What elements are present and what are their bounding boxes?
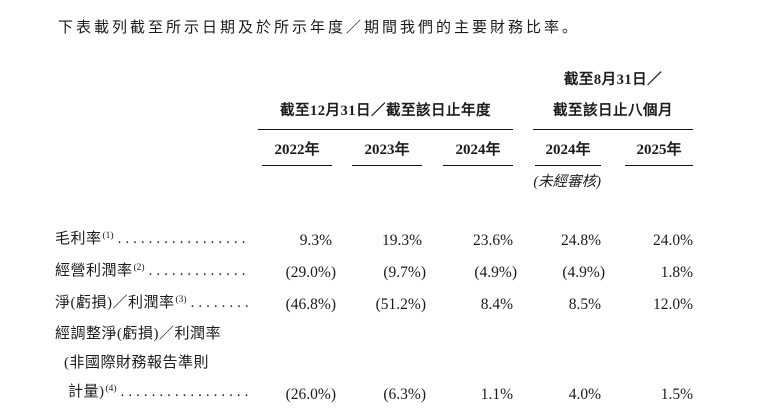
year-column-cell: 2024年 [513, 142, 601, 166]
column-group-annual: 截至12月31日／截至該日止年度 [258, 103, 513, 130]
value-cell: (51.2%) [332, 290, 426, 320]
row-label: 毛利率(1)..................................… [55, 224, 258, 256]
value-text: 1.8% [660, 264, 693, 281]
row-label-text: 毛利率 [55, 231, 102, 247]
value-text: 23.6% [472, 232, 513, 249]
value-text: 4.0% [568, 386, 601, 403]
value-cell: (46.8%) [258, 290, 336, 320]
value-text: 1.1% [480, 386, 513, 403]
value-cell: (26.0%) [258, 380, 336, 409]
value-cell: (6.3%) [332, 380, 426, 409]
column-group-interim-line2: 截至該日止八個月 [533, 103, 693, 130]
column-group-interim-line1: 截至8月31日／ [563, 72, 663, 88]
value-text: 8.5% [568, 296, 601, 313]
value-text: (46.8%) [285, 296, 336, 313]
value-cell: 8.4% [422, 290, 513, 320]
dot-leader: ........................................… [117, 231, 250, 247]
table-row: 毛利率(1)..................................… [55, 224, 693, 256]
unaudited-note: (未經審核) [533, 174, 601, 190]
table-row: 淨(虧損)／利潤率(3)............................… [55, 288, 693, 320]
value-text: 24.0% [652, 232, 693, 249]
row-label: 計量)(4)..................................… [55, 378, 258, 409]
table-row: 經營利潤率(2)................................… [55, 256, 693, 288]
year-column-header: 2025年 [625, 142, 693, 166]
financial-ratios-table: 截至8月31日／ 截至12月31日／截至該日止年度 截至該日止八個月 2022年… [55, 64, 693, 409]
value-cell: (29.0%) [258, 258, 336, 288]
value-text: (51.2%) [375, 296, 426, 313]
value-cell: 12.0% [601, 290, 693, 320]
year-column-cell: 2022年 [258, 142, 332, 166]
value-cell: 24.0% [601, 226, 693, 256]
intro-paragraph: 下表載列截至所示日期及於所示年度／期間我們的主要財務比率。 [58, 20, 581, 36]
unaudited-row: (未經審核) [55, 174, 693, 191]
value-text: (26.0%) [285, 386, 336, 403]
year-column-header: 2023年 [352, 142, 422, 166]
column-group-interim: 截至8月31日／ [513, 72, 693, 89]
value-text: 19.3% [381, 232, 422, 249]
year-column-header: 2022年 [262, 142, 332, 166]
column-group-annual-label: 截至12月31日／截至該日止年度 [258, 103, 513, 130]
row-label: 淨(虧損)／利潤率(3)............................… [55, 288, 258, 320]
row-label-line: 經調整淨(虧損)／利潤率 [55, 326, 221, 342]
value-text: 24.8% [560, 232, 601, 249]
dot-leader: ........................................… [148, 263, 250, 279]
year-column-header: 2024年 [443, 142, 513, 166]
column-group-interim: 截至該日止八個月 [513, 103, 693, 130]
value-cell: 8.5% [513, 290, 601, 320]
value-cell: (4.9%) [422, 258, 517, 288]
value-text: 8.4% [480, 296, 513, 313]
dot-leader: ........................................… [120, 384, 250, 400]
value-cell: (9.7%) [332, 258, 426, 288]
dot-leader: ........................................… [190, 295, 250, 311]
value-text: (6.3%) [383, 386, 426, 403]
footnote-marker: (4) [105, 384, 117, 394]
value-text: 1.5% [660, 386, 693, 403]
year-column-header: 2024年 [535, 142, 601, 166]
value-cell: 23.6% [422, 226, 513, 256]
value-cell: (4.9%) [513, 258, 605, 288]
row-label: 經營利潤率(2)................................… [55, 256, 258, 288]
header-row-groups: 截至12月31日／截至該日止年度 截至該日止八個月 [55, 103, 693, 130]
footnote-marker: (1) [102, 231, 114, 241]
value-text: (4.9%) [474, 264, 517, 281]
row-label-text: 計量) [68, 384, 105, 400]
value-cell: 24.8% [513, 226, 601, 256]
value-cell: 1.8% [601, 258, 693, 288]
table-body: 毛利率(1)..................................… [55, 224, 693, 409]
header-row-interim-line1: 截至8月31日／ [55, 72, 693, 89]
value-cell: 9.3% [258, 226, 332, 256]
value-text: (29.0%) [285, 264, 336, 281]
value-text: (4.9%) [562, 264, 605, 281]
year-header-row: 2022年 2023年 2024年 2024年 2025年 [55, 142, 693, 166]
value-cell: 1.5% [601, 380, 693, 409]
footnote-marker: (2) [133, 263, 145, 273]
year-column-cell: 2023年 [332, 142, 422, 166]
value-text: 12.0% [652, 296, 693, 313]
row-label-text: 經營利潤率 [55, 263, 133, 279]
table-row: 計量)(4)..................................… [55, 378, 693, 409]
year-column-cell: 2025年 [601, 142, 693, 166]
value-cell: 4.0% [513, 380, 601, 409]
year-column-cell: 2024年 [422, 142, 513, 166]
value-text: (9.7%) [383, 264, 426, 281]
footnote-marker: (3) [175, 295, 187, 305]
row-label-text: 淨(虧損)／利潤率 [55, 295, 175, 311]
value-cell: 19.3% [332, 226, 422, 256]
value-cell: 1.1% [422, 380, 513, 409]
value-text: 9.3% [299, 232, 332, 249]
row-label-line: (非國際財務報告準則 [64, 355, 209, 371]
